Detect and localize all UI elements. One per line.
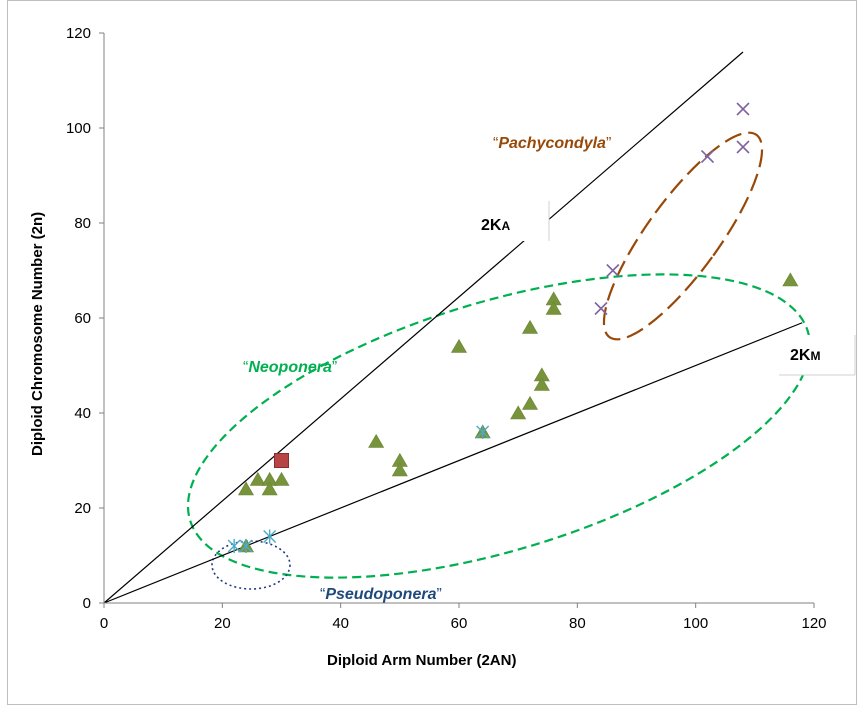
y-tick-label: 60 — [74, 310, 91, 327]
data-point-triangle — [261, 481, 278, 496]
x-tick-label: 20 — [214, 615, 231, 632]
data-point-asterisk — [476, 425, 490, 439]
x-tick-label: 120 — [801, 615, 826, 632]
data-point-triangle — [782, 272, 799, 287]
data-point-square — [274, 453, 289, 468]
reference-line-2ka — [103, 51, 744, 604]
group-label-neoponera-name: Neoponera — [248, 359, 332, 376]
x-tick-label: 40 — [332, 615, 349, 632]
data-point-x — [594, 301, 608, 316]
y-tick-label: 0 — [83, 595, 91, 612]
x-tick-layer: 0 20 40 60 80 100 120 — [100, 603, 827, 632]
y-tick-layer: 0 20 40 60 80 100 120 — [66, 25, 104, 612]
data-point-triangle — [237, 481, 255, 496]
data-point-asterisk — [239, 539, 253, 553]
data-point-triangle — [510, 405, 527, 420]
group-label-pseudoponera-name: Pseudoponera — [325, 586, 436, 603]
data-point-x — [736, 140, 750, 154]
ellipse-neoponera — [186, 273, 812, 579]
data-point-x — [736, 102, 750, 116]
data-point-asterisk — [227, 539, 241, 553]
x-tick-label: 0 — [100, 615, 108, 632]
y-tick-label: 20 — [74, 500, 91, 517]
label-2km-sub: M — [810, 349, 820, 363]
label-2ka-main: 2K — [481, 217, 502, 234]
x-tick-label: 100 — [683, 615, 708, 632]
x-tick-label: 80 — [569, 615, 586, 632]
label-2ka: 2KA — [471, 201, 550, 241]
data-point-triangle — [368, 433, 385, 448]
label-2km-main: 2K — [790, 347, 811, 364]
chart-border — [7, 0, 857, 705]
data-point-triangle — [521, 395, 539, 410]
ellipse-pachycondyla — [602, 131, 764, 341]
data-point-x — [700, 149, 715, 164]
label-2km-box — [779, 335, 855, 375]
data-point-triangle — [273, 471, 290, 486]
label-2ka-box — [471, 201, 549, 241]
x-axis-title: Diploid Arm Number (2AN) — [327, 652, 516, 669]
y-tick-label: 100 — [66, 120, 91, 137]
data-point-triangle — [521, 319, 539, 334]
group-label-pachycondyla-close: ” — [606, 135, 611, 152]
data-point-triangle — [249, 471, 266, 486]
group-label-pseudoponera: “Pseudoponera” — [320, 586, 442, 603]
group-label-pseudoponera-close: ” — [436, 586, 441, 603]
group-label-pachycondyla-open: “ — [493, 135, 498, 152]
reference-line-layer — [103, 51, 803, 604]
group-label-neoponera: “Neoponera” — [243, 359, 337, 376]
data-point-triangle — [545, 300, 562, 315]
y-tick-label: 80 — [74, 215, 91, 232]
y-tick-label: 120 — [66, 25, 91, 42]
group-label-pachycondyla-name: Pachycondyla — [498, 135, 606, 152]
label-2km-text: 2KM — [790, 347, 820, 364]
label-2km: 2KM — [779, 335, 856, 376]
data-point-x — [606, 263, 620, 278]
group-label-neoponera-open: “ — [243, 359, 248, 376]
label-2ka-sub: A — [501, 219, 510, 233]
reference-line-2km — [103, 322, 803, 604]
y-tick-label: 40 — [74, 405, 91, 422]
point-layer — [227, 102, 799, 553]
group-label-neoponera-close: ” — [332, 359, 337, 376]
x-tick-label: 60 — [451, 615, 468, 632]
group-label-pseudoponera-open: “ — [320, 586, 325, 603]
data-point-triangle — [450, 338, 468, 353]
y-axis-title: Diploid Chromosome Number (2n) — [29, 212, 46, 456]
label-2ka-text: 2KA — [481, 217, 510, 234]
data-point-triangle — [391, 462, 408, 477]
data-point-triangle — [533, 376, 550, 391]
data-point-asterisk — [263, 529, 277, 544]
group-label-pachycondyla: “Pachycondyla” — [493, 135, 611, 152]
